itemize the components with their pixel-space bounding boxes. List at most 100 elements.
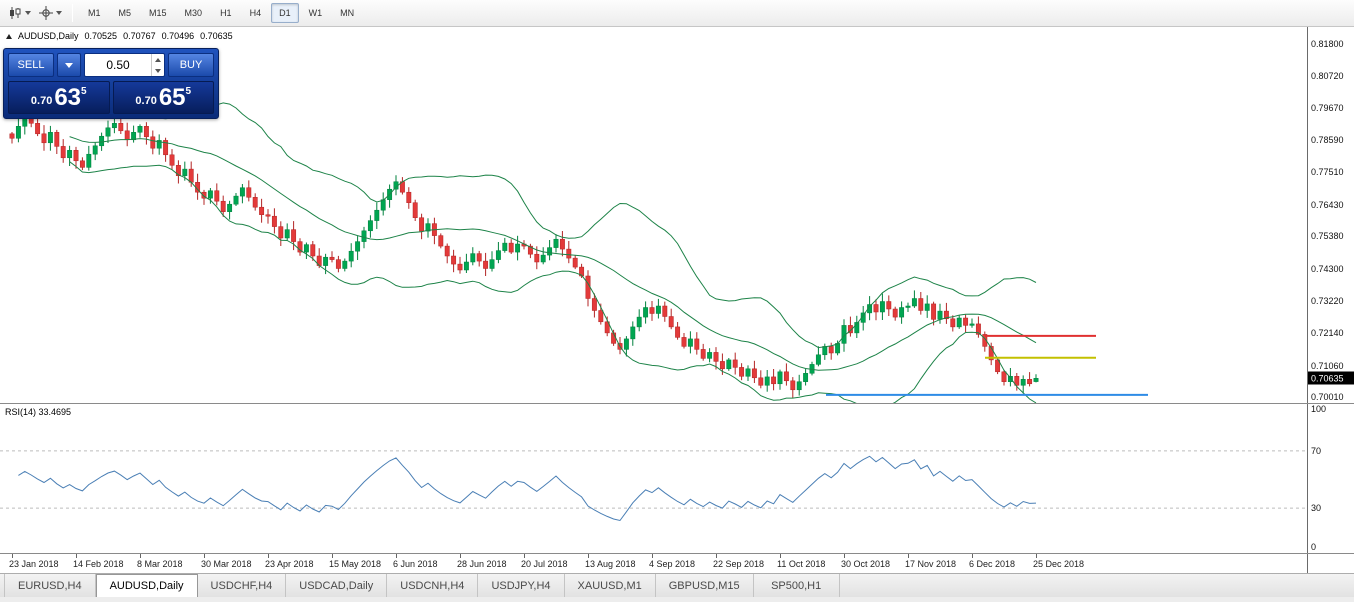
buy-price-tile[interactable]: 0.70 65 5 xyxy=(112,81,214,114)
rsi-axis-label: 100 xyxy=(1311,404,1327,414)
spinner-down-icon[interactable] xyxy=(152,65,164,76)
time-axis-label: 28 Jun 2018 xyxy=(457,559,507,569)
timeframe-button-d1[interactable]: D1 xyxy=(271,3,299,23)
spinner-up-icon[interactable] xyxy=(152,54,164,65)
time-axis-label: 23 Apr 2018 xyxy=(265,559,314,569)
rsi-plot[interactable]: RSI(14) 33.4695 xyxy=(0,404,1307,553)
price-axis-label: 0.71060 xyxy=(1311,360,1344,371)
price-axis-label: 0.75380 xyxy=(1311,231,1344,242)
time-tick xyxy=(716,554,717,558)
volume-spinner xyxy=(151,54,164,76)
time-axis-label: 8 Mar 2018 xyxy=(137,559,183,569)
time-tick xyxy=(972,554,973,558)
ohlc-high: 0.70767 xyxy=(123,31,156,41)
timeframe-button-m15[interactable]: M15 xyxy=(149,8,167,18)
timeframe-button-m5[interactable]: M5 xyxy=(118,8,132,18)
crosshair-button[interactable] xyxy=(35,2,66,24)
timeframe-button-mn[interactable]: MN xyxy=(340,8,355,18)
time-tick xyxy=(844,554,845,558)
time-axis-label: 30 Mar 2018 xyxy=(201,559,252,569)
candles-layer xyxy=(9,106,1039,399)
time-tick xyxy=(524,554,525,558)
time-tick xyxy=(588,554,589,558)
current-price-tag: 0.70635 xyxy=(1308,371,1354,385)
time-axis-label: 11 Oct 2018 xyxy=(777,559,826,569)
time-tick xyxy=(140,554,141,558)
time-axis[interactable]: 23 Jan 2018 14 Feb 2018 8 Mar 2018 30 Mar 2… xyxy=(0,554,1307,573)
rsi-canvas[interactable] xyxy=(0,404,1307,553)
price-axis[interactable]: 0.70635 0.81800 0.80720 0.79670 0.78590 0.77… xyxy=(1307,27,1354,403)
volume-input[interactable]: 0.50 xyxy=(106,58,130,72)
sell-price-tile[interactable]: 0.70 63 5 xyxy=(8,81,110,114)
chart-tab-usdjpy-h4[interactable]: USDJPY,H4 xyxy=(478,574,565,597)
buy-price-big: 65 xyxy=(158,84,186,111)
chart-tab-usdcnh-h4[interactable]: USDCNH,H4 xyxy=(387,574,479,597)
chart-type-icon xyxy=(10,7,21,19)
price-axis-label: 0.72140 xyxy=(1311,328,1344,339)
price-axis-label: 0.73220 xyxy=(1311,295,1344,306)
time-axis-label: 23 Jan 2018 xyxy=(9,559,59,569)
price-axis-label: 0.81800 xyxy=(1311,39,1344,49)
volume-box: 0.50 xyxy=(84,53,165,77)
price-axis-label: 0.77510 xyxy=(1311,167,1344,178)
time-axis-label: 22 Sep 2018 xyxy=(713,559,765,569)
buy-button[interactable]: BUY xyxy=(168,53,214,77)
ohlc-close: 0.70635 xyxy=(200,31,233,41)
axis-corner xyxy=(1307,554,1354,573)
time-axis-label: 25 Dec 2018 xyxy=(1033,559,1085,569)
time-tick xyxy=(332,554,333,558)
chart-tabs-bar: EURUSD,H4 AUDUSD,Daily USDCHF,H4 USDCAD,Dai… xyxy=(0,573,1354,597)
timeframe-button-h4[interactable]: H4 xyxy=(249,8,262,18)
rsi-line xyxy=(18,455,1037,522)
sell-price-pipette: 5 xyxy=(81,86,87,97)
chart-tab-audusd-daily[interactable]: AUDUSD,Daily xyxy=(95,574,198,597)
time-tick xyxy=(76,554,77,558)
chart-tab-usdcad-daily[interactable]: USDCAD,Daily xyxy=(286,574,388,597)
toolbar-separator xyxy=(72,4,73,22)
time-axis-label: 15 May 2018 xyxy=(329,559,382,569)
chart-tab-gbpusd-m15[interactable]: GBPUSD,M15 xyxy=(656,574,754,597)
symbol-name: AUDUSD,Daily xyxy=(18,31,79,41)
rsi-axis-label: 30 xyxy=(1311,503,1322,514)
time-tick xyxy=(268,554,269,558)
buy-price-pipette: 5 xyxy=(185,86,192,97)
toolbar: M1 M5 M15 M30 H1 H4 D1 W1 MN xyxy=(0,0,1354,27)
timeframe-button-w1[interactable]: W1 xyxy=(308,8,323,18)
timeframe-button-m30[interactable]: M30 xyxy=(184,8,203,18)
volume-dropdown-button[interactable] xyxy=(57,53,81,77)
status-strip xyxy=(0,597,1354,602)
sell-button[interactable]: SELL xyxy=(8,53,54,77)
price-axis-label: 0.76430 xyxy=(1311,199,1344,210)
main-chart-plot[interactable]: AUDUSD,Daily 0.70525 0.70767 0.70496 0.7… xyxy=(0,27,1307,403)
price-axis-label: 0.70010 xyxy=(1311,392,1344,402)
time-axis-label: 14 Feb 2018 xyxy=(73,559,124,569)
timeframe-button-m1[interactable]: M1 xyxy=(88,8,101,18)
rsi-axis[interactable]: 100 70 30 0 xyxy=(1307,404,1354,553)
chart-type-button[interactable] xyxy=(4,2,35,24)
price-axis-label: 0.80720 xyxy=(1311,71,1344,82)
chevron-down-icon xyxy=(56,11,62,15)
chart-tab-xauusd-m1[interactable]: XAUUSD,M1 xyxy=(565,574,656,597)
chart-tab-sp500-h1[interactable]: SP500,H1 xyxy=(754,574,840,597)
chevron-down-icon xyxy=(25,11,31,15)
time-axis-label: 20 Jul 2018 xyxy=(521,559,568,569)
chart-tab-eurusd-h4[interactable]: EURUSD,H4 xyxy=(4,574,96,597)
time-tick xyxy=(652,554,653,558)
main-chart-canvas[interactable] xyxy=(0,27,1307,403)
time-axis-label: 17 Nov 2018 xyxy=(905,559,957,569)
time-axis-label: 13 Aug 2018 xyxy=(585,559,636,569)
time-axis-label: 6 Jun 2018 xyxy=(393,559,438,569)
one-click-trading-panel: SELL 0.50 BUY 0.70 63 5 xyxy=(3,48,219,119)
price-axis-label: 0.74300 xyxy=(1311,263,1344,274)
chevron-down-icon xyxy=(65,62,73,68)
timeframe-buttons: M1 M5 M15 M30 H1 H4 D1 W1 MN xyxy=(79,3,363,23)
time-tick xyxy=(396,554,397,558)
time-tick xyxy=(780,554,781,558)
timeframe-button-h1[interactable]: H1 xyxy=(220,8,232,18)
time-axis-label: 30 Oct 2018 xyxy=(841,559,891,569)
time-axis-label: 4 Sep 2018 xyxy=(649,559,696,569)
chart-tab-usdchf-h4[interactable]: USDCHF,H4 xyxy=(198,574,287,597)
symbol-marker-icon xyxy=(6,33,12,39)
price-axis-label: 0.78590 xyxy=(1311,135,1344,146)
rsi-indicator-label: RSI(14) 33.4695 xyxy=(5,407,72,417)
